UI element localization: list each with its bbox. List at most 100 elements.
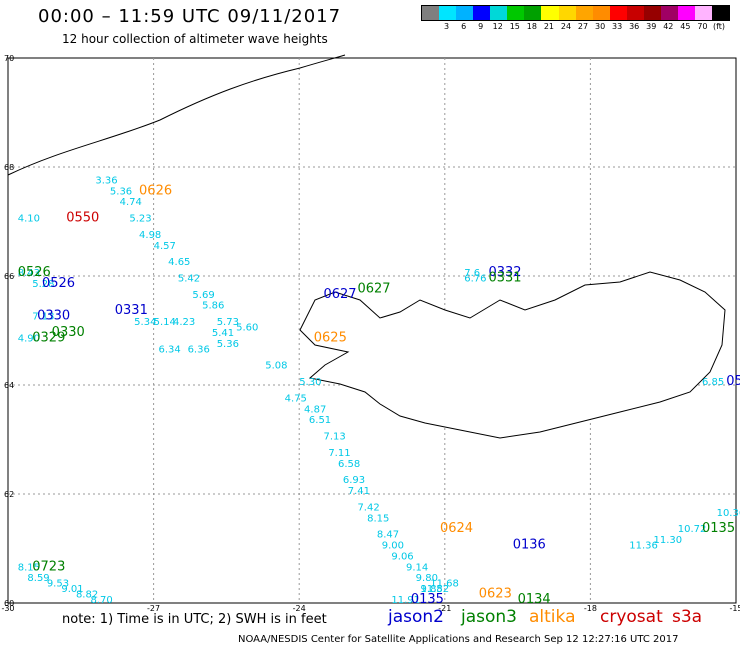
legend-swatch [660, 6, 678, 20]
swh-value-label: 5.69 [192, 290, 214, 301]
lat-tick-label: 68 [4, 163, 14, 172]
legend-tick: 27 [577, 22, 589, 31]
satellite-label-s3a: s3a [672, 607, 703, 627]
lat-tick-label: 62 [4, 490, 14, 499]
swh-value-label: 8.43 [18, 268, 40, 279]
swh-value-label: 9.80 [416, 573, 438, 584]
legend-swatch [422, 6, 440, 20]
greenland-coastline [7, 54, 346, 176]
legend-tick: 9 [478, 22, 484, 31]
swh-value-label: 8.59 [27, 573, 49, 584]
legend-swatch [609, 6, 627, 20]
swh-value-label: 4.10 [18, 214, 40, 225]
track-time-label: 0135 [702, 521, 735, 536]
track-time-label: 0550 [66, 211, 99, 226]
swh-value-label: 4.75 [285, 393, 307, 404]
swh-value-label: 5.42 [178, 273, 200, 284]
swh-value-label: 5.34 [134, 317, 156, 328]
swh-value-label: 5.41 [212, 328, 234, 339]
swh-value-label: 9.01 [61, 584, 83, 595]
legend-swatch [677, 6, 695, 20]
swh-value-label: 7.11 [328, 448, 350, 459]
lat-tick-label: 70 [4, 54, 14, 63]
swh-value-label: 9.53 [47, 579, 69, 590]
track-time-label: 0331 [488, 270, 521, 285]
swh-value-label: 9.00 [382, 541, 404, 552]
track-time-label: 0625 [314, 330, 347, 345]
legend-tick: 42 [663, 22, 674, 31]
track-time-label: 0329 [32, 330, 65, 345]
legend-swatch [456, 6, 474, 20]
swh-value-label: 5.60 [236, 323, 258, 334]
swh-value-label: 7.13 [323, 432, 345, 443]
legend-swatch [541, 6, 559, 20]
track-time-label: 0331 [115, 303, 148, 318]
track-time-label: 0623 [479, 587, 512, 602]
lon-tick-label: -27 [147, 604, 160, 613]
legend-swatch [712, 6, 730, 20]
legend-tick: 21 [543, 22, 554, 31]
swh-value-label: 4.87 [304, 404, 326, 415]
swh-value-label: 9.88 [421, 584, 443, 595]
swh-value-label: 7.13 [32, 312, 54, 323]
swh-value-label: 5.36 [217, 339, 239, 350]
legend-tick: 6 [461, 22, 467, 31]
swh-value-label: 11.68 [430, 579, 459, 590]
lon-tick-label: -30 [1, 604, 14, 613]
swh-value-label: 4.74 [120, 197, 142, 208]
swh-value-label: 5.14 [154, 317, 176, 328]
swh-value-label: 6.85 [702, 377, 724, 388]
legend-swatch [643, 6, 661, 20]
swh-value-label: 4.98 [139, 230, 161, 241]
lon-tick-label: -15 [729, 604, 740, 613]
swh-value-label: 11.52 [421, 584, 450, 595]
swh-value-label: 8.15 [367, 513, 389, 524]
swh-value-label: 5.28 [32, 279, 54, 290]
lat-tick-label: 60 [4, 599, 14, 608]
lat-tick-label: 64 [4, 381, 14, 390]
legend-tick: 30 [594, 22, 606, 31]
swh-value-label: 3.36 [95, 175, 117, 186]
swh-value-label: 10.36 [717, 508, 740, 519]
page-title: 00:00 – 11:59 UTC 09/11/2017 [38, 6, 342, 27]
swh-value-label: 6.51 [309, 415, 331, 426]
lon-tick-label: -18 [584, 604, 597, 613]
swh-value-label: 7.42 [357, 502, 379, 513]
legend-swatch [473, 6, 491, 20]
legend-tick: 33 [612, 22, 623, 31]
swh-value-label: 5.30 [299, 377, 321, 388]
swh-value-label: 5.08 [265, 361, 287, 372]
swh-value-label: 8.47 [377, 530, 399, 541]
swh-value-label: 4.65 [168, 257, 190, 268]
legend-tick: 45 [680, 22, 691, 31]
note-text: note: 1) Time is in UTC; 2) SWH is in fe… [62, 612, 327, 627]
track-time-label: 0624 [440, 521, 473, 536]
swh-value-label: 8.15 [18, 562, 40, 573]
track-time-label: 0723 [32, 559, 65, 574]
track-time-label: 0626 [139, 183, 172, 198]
swh-value-label: 8.70 [91, 595, 113, 606]
swh-value-label: 6.58 [338, 459, 360, 470]
legend-swatch [558, 6, 576, 20]
satellite-label-cryosat: cryosat [600, 607, 663, 627]
track-time-label: 0627 [357, 281, 390, 296]
track-time-label: 0136 [513, 538, 546, 553]
legend-tick: 18 [526, 22, 537, 31]
lon-tick-label: -24 [293, 604, 306, 613]
track-time-label: 05 [726, 374, 740, 389]
satellite-label-altika: altika [529, 607, 576, 627]
swh-value-label: 6.34 [158, 344, 180, 355]
legend-tick: 36 [629, 22, 640, 31]
legend-tick: 39 [646, 22, 657, 31]
legend-unit: (ft) [712, 22, 726, 31]
swh-value-label: 6.93 [343, 475, 365, 486]
track-time-label: 0135 [411, 592, 444, 607]
track-time-label: 0134 [518, 592, 551, 607]
swh-value-label: 5.73 [217, 317, 239, 328]
lat-tick-label: 66 [4, 272, 14, 281]
swh-value-label: 4.23 [173, 317, 195, 328]
swh-value-label: 11.30 [653, 535, 682, 546]
track-time-label: 0330 [52, 325, 85, 340]
swh-value-label: 7.6 [464, 268, 480, 279]
satellite-label-jason2: jason2 [388, 607, 444, 627]
